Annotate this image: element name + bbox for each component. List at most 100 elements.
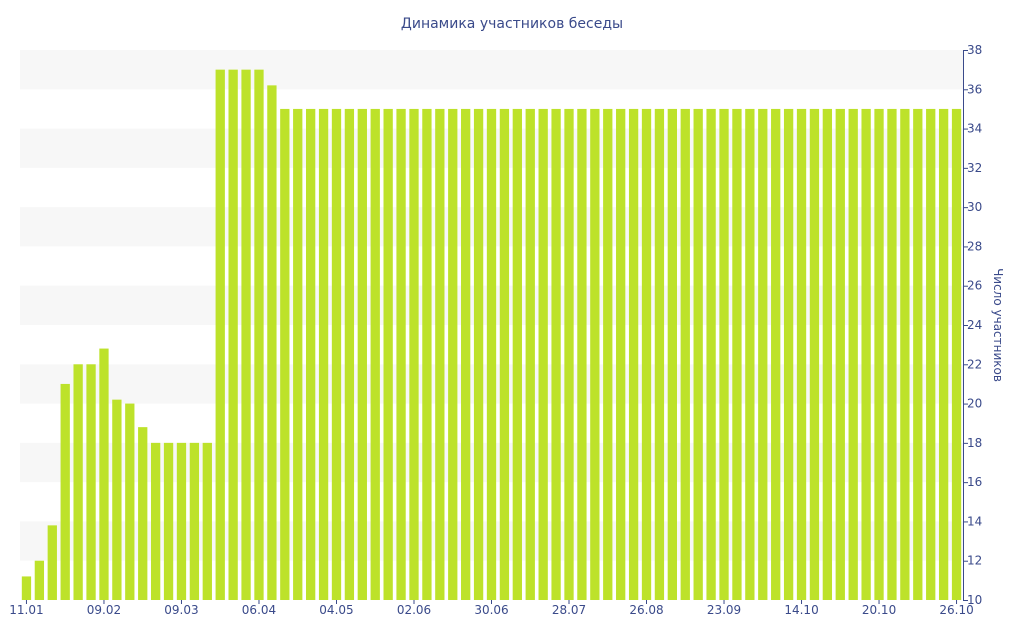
bar[interactable]	[564, 108, 574, 601]
bar[interactable]	[486, 108, 497, 601]
bar[interactable]	[293, 108, 303, 601]
y-tick-label: 28	[967, 239, 982, 253]
x-tick-label: 30.06	[474, 603, 508, 617]
bar[interactable]	[163, 442, 174, 600]
bar[interactable]	[796, 108, 807, 601]
bar[interactable]	[577, 108, 587, 601]
bar[interactable]	[370, 108, 380, 601]
bar[interactable]	[267, 85, 277, 601]
bar[interactable]	[125, 403, 135, 600]
bar[interactable]	[176, 442, 187, 600]
bar[interactable]	[357, 108, 367, 601]
bar[interactable]	[874, 108, 884, 601]
bar[interactable]	[21, 576, 32, 600]
bar[interactable]	[809, 108, 820, 601]
y-tick-label: 26	[967, 279, 982, 293]
bar[interactable]	[202, 442, 212, 600]
bar[interactable]	[112, 399, 122, 600]
y-tick-label: 12	[967, 554, 982, 568]
x-tick-label: 11.01	[9, 603, 43, 617]
y-tick-label: 20	[967, 397, 982, 411]
bar[interactable]	[680, 108, 690, 601]
bar[interactable]	[525, 108, 535, 601]
bar[interactable]	[254, 69, 264, 600]
y-tick-label: 38	[967, 43, 982, 57]
bar[interactable]	[551, 108, 561, 601]
bar[interactable]	[706, 108, 716, 601]
bar[interactable]	[499, 108, 510, 601]
bar[interactable]	[938, 108, 949, 601]
bar[interactable]	[771, 108, 781, 601]
x-tick-label: 28.07	[552, 603, 586, 617]
bar[interactable]	[306, 108, 316, 601]
y-axis-ticks: 10 12 14 16 18 20 22 24 26 28 30 32 34 36 38	[963, 43, 982, 607]
grid-band	[20, 50, 963, 90]
x-tick-label: 09.03	[164, 603, 198, 617]
y-tick-label: 14	[967, 514, 982, 528]
x-tick-label: 02.06	[397, 603, 431, 617]
bar[interactable]	[280, 108, 290, 601]
bar[interactable]	[60, 383, 70, 600]
bar[interactable]	[86, 364, 96, 600]
bar[interactable]	[73, 364, 83, 600]
bar[interactable]	[590, 108, 600, 601]
y-tick-label: 10	[967, 593, 982, 607]
bar[interactable]	[435, 108, 445, 601]
bar[interactable]	[848, 108, 858, 601]
bar[interactable]	[138, 427, 148, 600]
bar[interactable]	[422, 108, 432, 601]
bar[interactable]	[861, 108, 871, 601]
bar[interactable]	[783, 108, 794, 601]
bar[interactable]	[628, 108, 639, 601]
bar[interactable]	[215, 69, 225, 600]
bar[interactable]	[913, 108, 923, 601]
bar[interactable]	[331, 108, 342, 601]
bar[interactable]	[822, 108, 833, 601]
bar[interactable]	[47, 525, 57, 600]
bar[interactable]	[887, 108, 897, 601]
y-tick-label: 34	[967, 122, 982, 136]
bar[interactable]	[448, 108, 458, 601]
bar[interactable]	[512, 108, 522, 601]
bar[interactable]	[603, 108, 613, 601]
bar[interactable]	[538, 108, 548, 601]
bar[interactable]	[99, 348, 109, 600]
bar[interactable]	[667, 108, 677, 601]
bar[interactable]	[318, 108, 329, 601]
bar[interactable]	[732, 108, 742, 601]
bar[interactable]	[926, 108, 936, 601]
y-tick-label: 24	[967, 318, 982, 332]
bar[interactable]	[409, 108, 419, 601]
x-tick-label: 26.08	[629, 603, 663, 617]
bar[interactable]	[150, 442, 161, 600]
bar[interactable]	[951, 108, 962, 601]
bar[interactable]	[719, 108, 729, 601]
bar[interactable]	[34, 560, 45, 600]
x-axis-ticks: 11.01 09.02 09.03 06.04 04.05 02.06 30.06 28.07…	[9, 600, 974, 617]
bar[interactable]	[641, 108, 652, 601]
bar[interactable]	[745, 108, 755, 601]
bar[interactable]	[654, 108, 665, 601]
bar[interactable]	[835, 108, 845, 601]
bar[interactable]	[189, 442, 200, 600]
bar[interactable]	[473, 108, 484, 601]
bar[interactable]	[228, 69, 238, 600]
y-tick-label: 18	[967, 436, 982, 450]
bar[interactable]	[461, 108, 471, 601]
x-tick-label: 23.09	[707, 603, 741, 617]
bar[interactable]	[900, 108, 910, 601]
bar[interactable]	[693, 108, 703, 601]
bar[interactable]	[241, 69, 251, 600]
x-tick-label: 04.05	[319, 603, 353, 617]
y-tick-label: 22	[967, 357, 982, 371]
bar[interactable]	[396, 108, 406, 601]
y-tick-label: 32	[967, 161, 982, 175]
y-axis-title: Число участников	[991, 268, 1005, 382]
bar[interactable]	[616, 108, 626, 601]
bar[interactable]	[344, 108, 355, 601]
bar[interactable]	[383, 108, 393, 601]
x-tick-label: 09.02	[87, 603, 121, 617]
bar[interactable]	[758, 108, 768, 601]
